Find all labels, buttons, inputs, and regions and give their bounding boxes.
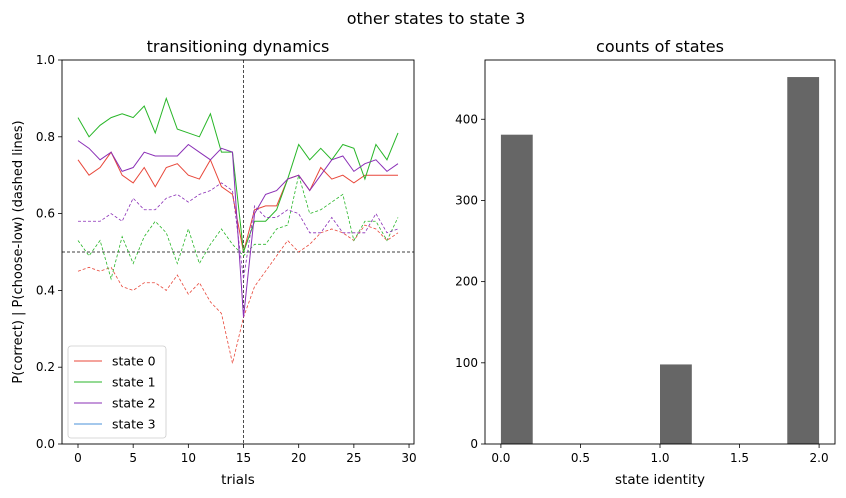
state-0-solid-line xyxy=(77,151,398,253)
x-tick-label: 1.0 xyxy=(650,451,669,465)
x-tick-label: 30 xyxy=(401,451,416,465)
left-axis-ticks: 0 5 10 15 20 25 30 0.0 0.2 0.4 0.6 0.8 1.0 xyxy=(36,53,417,465)
state-0-dashed-line xyxy=(77,224,399,364)
state-2-solid-line xyxy=(77,140,399,318)
x-tick-label: 2.0 xyxy=(810,451,829,465)
right-axis-ticks: 0.0 0.5 1.0 1.5 2.0 0 100 200 300 400 xyxy=(455,112,829,465)
legend-label: state 2 xyxy=(112,396,156,411)
right-axes-title: counts of states xyxy=(596,37,724,56)
state-1-solid-line xyxy=(77,96,399,253)
y-tick-label: 400 xyxy=(455,112,478,126)
right-axes: counts of states state identity 0.0 0.5 1.… xyxy=(455,37,836,488)
count-bar xyxy=(660,364,692,444)
y-tick-label: 0.4 xyxy=(36,283,55,297)
left-axes-title: transitioning dynamics xyxy=(147,37,330,56)
legend-box xyxy=(67,345,167,439)
state-1-dashed-line xyxy=(77,175,399,281)
count-bar xyxy=(787,77,820,445)
x-tick-label: 5 xyxy=(129,451,137,465)
left-x-axis-label: trials xyxy=(221,472,255,488)
left-axes: transitioning dynamics trials P(correct)… xyxy=(11,37,417,488)
y-tick-label: 0.0 xyxy=(36,437,55,451)
x-tick-label: 0.0 xyxy=(491,451,510,465)
legend-label: state 3 xyxy=(112,417,156,432)
x-tick-label: 25 xyxy=(346,451,361,465)
y-tick-label: 100 xyxy=(455,356,478,370)
legend-label: state 1 xyxy=(112,375,156,390)
series-lines xyxy=(77,96,399,364)
x-tick-label: 20 xyxy=(291,451,306,465)
left-axes-frame xyxy=(61,59,415,445)
state-2-dashed-line xyxy=(78,182,399,279)
x-tick-label: 0.5 xyxy=(571,451,590,465)
right-x-axis-label: state identity xyxy=(615,472,705,488)
y-tick-label: 0.6 xyxy=(36,207,55,221)
bars xyxy=(500,77,820,445)
y-tick-label: 1.0 xyxy=(36,53,55,67)
y-tick-label: 300 xyxy=(455,193,478,207)
y-tick-label: 0 xyxy=(470,437,478,451)
right-axes-frame xyxy=(484,59,836,445)
y-tick-label: 0.2 xyxy=(36,360,55,374)
legend: state 0 state 1 state 2 state 3 xyxy=(67,345,167,439)
x-tick-label: 1.5 xyxy=(730,451,749,465)
y-tick-label: 0.8 xyxy=(36,130,55,144)
left-y-axis-label: P(correct) | P(choose-low) (dashed lines… xyxy=(11,120,26,383)
y-tick-label: 200 xyxy=(455,275,478,289)
x-tick-label: 10 xyxy=(181,451,196,465)
x-tick-label: 15 xyxy=(236,451,251,465)
x-tick-label: 0 xyxy=(74,451,82,465)
count-bar xyxy=(500,134,533,445)
legend-label: state 0 xyxy=(112,354,156,369)
figure-suptitle: other states to state 3 xyxy=(347,9,526,28)
